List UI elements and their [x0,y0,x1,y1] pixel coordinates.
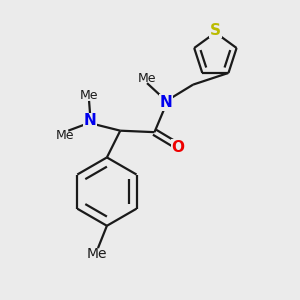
Text: Me: Me [86,247,107,261]
Text: Me: Me [56,129,74,142]
Text: Me: Me [138,72,156,85]
Text: O: O [172,140,185,154]
Text: N: N [160,95,173,110]
Text: N: N [84,113,96,128]
Text: S: S [210,23,221,38]
Text: Me: Me [80,89,98,102]
